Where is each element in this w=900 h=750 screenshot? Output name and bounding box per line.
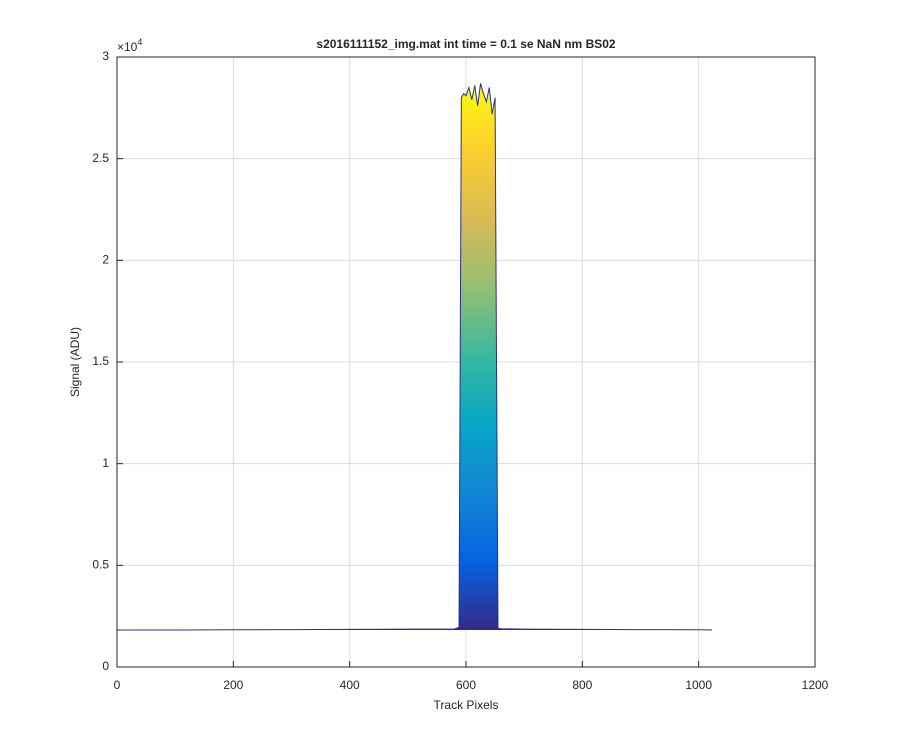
x-tick-label: 600 [456, 678, 476, 692]
x-tick-label: 800 [572, 678, 592, 692]
x-tick-label: 400 [340, 678, 360, 692]
y-tick-label: 0.5 [92, 558, 109, 572]
x-tick-label: 1200 [802, 678, 829, 692]
y-tick-label: 2.5 [92, 151, 109, 165]
x-axis-label: Track Pixels [434, 698, 499, 712]
y-exponent-power: 4 [137, 37, 142, 47]
y-exponent-base: ×10 [117, 40, 138, 54]
y-tick-label: 1 [102, 456, 109, 470]
y-tick-label: 0 [102, 659, 109, 673]
x-tick-label: 1000 [685, 678, 712, 692]
x-tick-label: 200 [223, 678, 243, 692]
y-tick-label: 1.5 [92, 354, 109, 368]
chart-title: s2016111152_img.mat int time = 0.1 se Na… [316, 37, 616, 51]
y-axis-label: Signal (ADU) [68, 327, 82, 397]
axes-box [116, 56, 816, 668]
x-tick-label: 0 [114, 678, 121, 692]
signal-line [117, 83, 713, 631]
y-exponent: ×104 [117, 37, 142, 54]
plot-area: 0 200 400 600 800 1000 1200 0 0.5 1 1.5 2 2.5 3 [92, 49, 828, 692]
y-tick-label: 2 [102, 253, 109, 267]
y-tick-label: 3 [102, 49, 109, 63]
